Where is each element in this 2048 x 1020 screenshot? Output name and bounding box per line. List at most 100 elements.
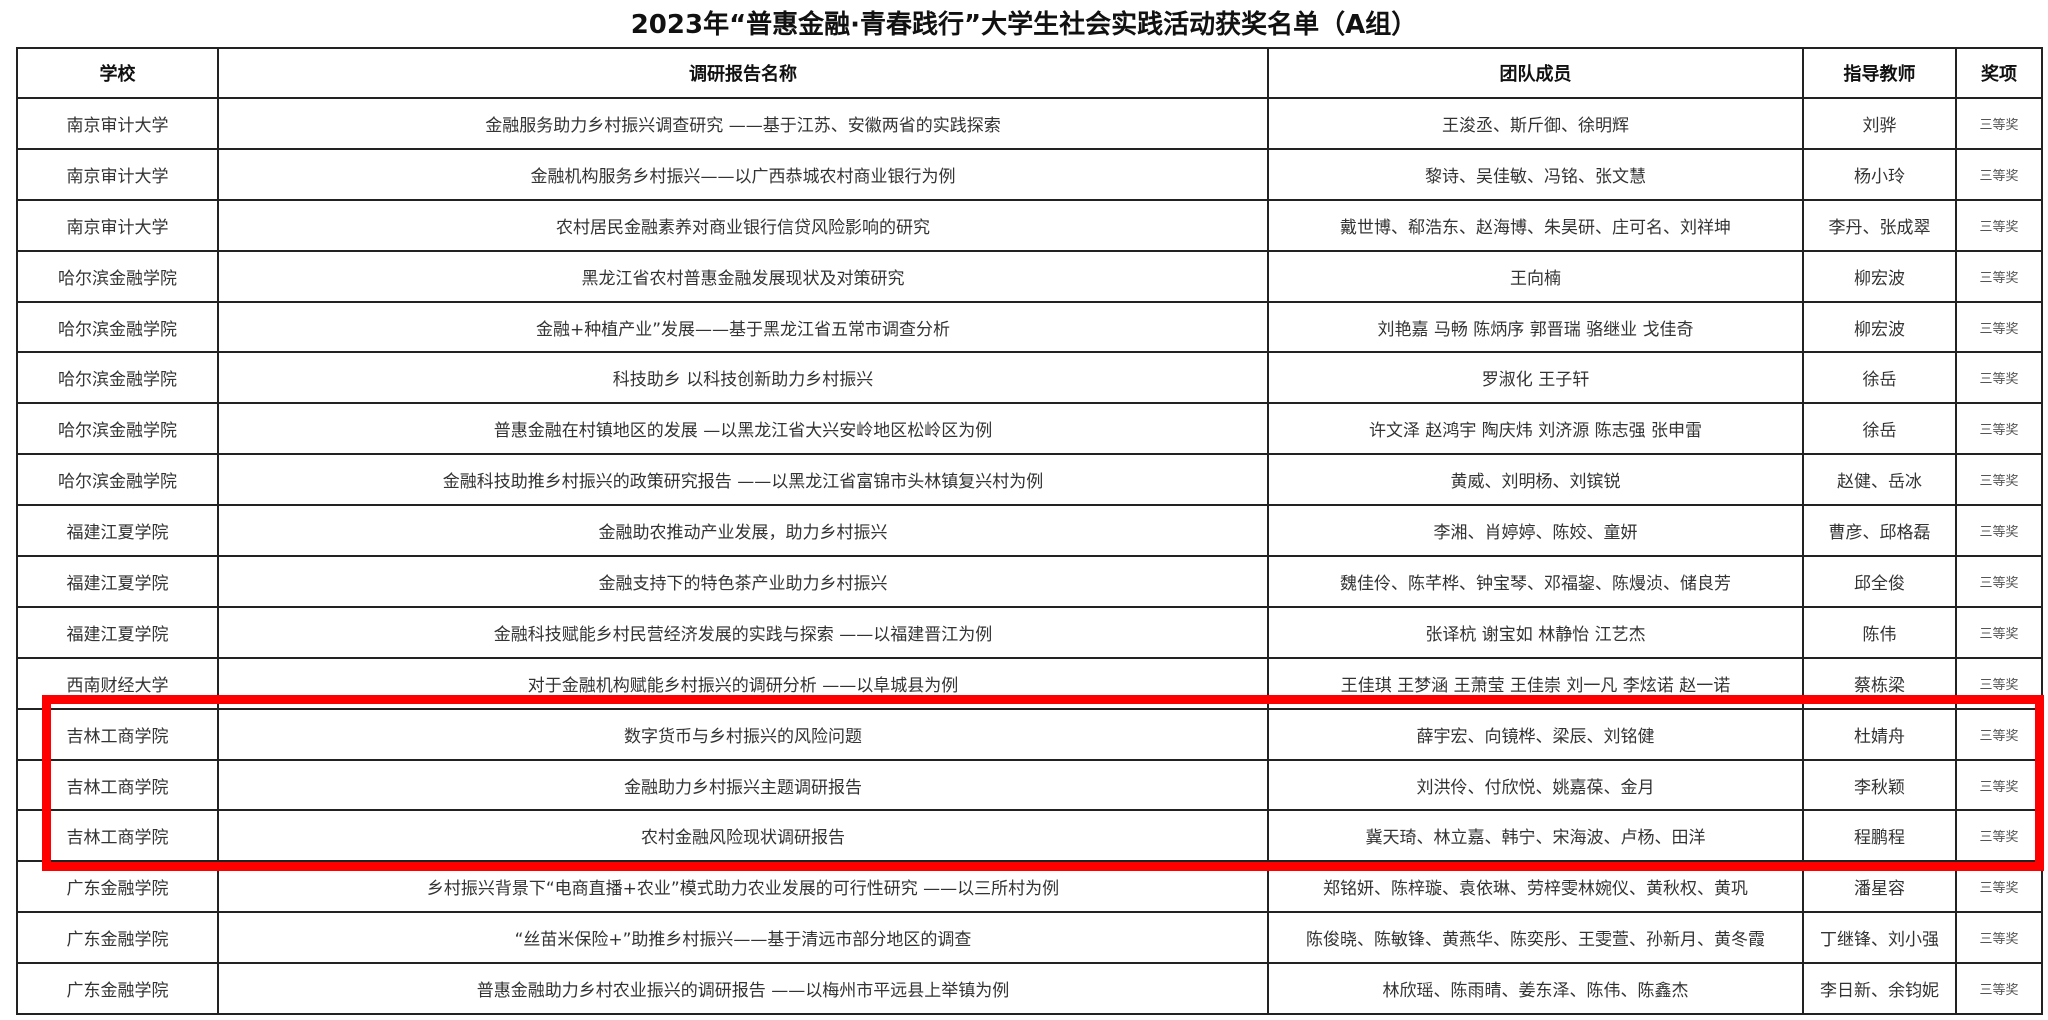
cell-award: 三等奖 bbox=[1955, 453, 2043, 507]
header-school: 学校 bbox=[16, 47, 219, 99]
cell-school: 广东金融学院 bbox=[16, 860, 219, 914]
table-row: 广东金融学院 普惠金融助力乡村农业振兴的调研报告 ——以梅州市平远县上举镇为例 林欣… bbox=[16, 962, 2043, 1016]
cell-advisor: 赵健、岳冰 bbox=[1802, 453, 1957, 507]
cell-members: 许文泽 赵鸿宇 陶庆炜 刘济源 陈志强 张申雷 bbox=[1267, 402, 1804, 456]
cell-members: 魏佳伶、陈芊桦、钟宝琴、邓福鋆、陈熳浈、储良芳 bbox=[1267, 555, 1804, 608]
cell-award: 三等奖 bbox=[1955, 758, 2043, 812]
cell-members: 陈俊晓、陈敏锋、黄燕华、陈奕彤、王雯萱、孙新月、黄冬霞 bbox=[1267, 911, 1804, 965]
cell-award: 三等奖 bbox=[1955, 860, 2043, 914]
cell-award: 三等奖 bbox=[1955, 300, 2043, 354]
awards-table: 学校 调研报告名称 团队成员 指导教师 奖项 南京审计大学 金融服务助力乡村振兴调… bbox=[16, 47, 2043, 1016]
cell-award: 三等奖 bbox=[1955, 707, 2043, 761]
cell-members: 王向楠 bbox=[1267, 249, 1804, 303]
cell-advisor: 邱全俊 bbox=[1802, 555, 1957, 608]
cell-report: 对于金融机构赋能乡村振兴的调研分析 ——以阜城县为例 bbox=[217, 656, 1269, 710]
cell-advisor: 李秋颖 bbox=[1802, 758, 1957, 812]
cell-report: 乡村振兴背景下“电商直播+农业”模式助力农业发展的可行性研究 ——以三所村为例 bbox=[217, 860, 1269, 914]
cell-report: 金融+种植产业”发展——基于黑龙江省五常市调查分析 bbox=[217, 300, 1269, 354]
cell-award: 三等奖 bbox=[1955, 911, 2043, 965]
cell-report: 金融支持下的特色茶产业助力乡村振兴 bbox=[217, 555, 1269, 608]
cell-advisor: 刘骅 bbox=[1802, 97, 1957, 150]
cell-report: 金融科技赋能乡村民营经济发展的实践与探索 ——以福建晋江为例 bbox=[217, 605, 1269, 659]
table-row: 广东金融学院 乡村振兴背景下“电商直播+农业”模式助力农业发展的可行性研究 ——以… bbox=[16, 860, 2043, 914]
cell-school: 福建江夏学院 bbox=[16, 555, 219, 608]
cell-report: 金融服务助力乡村振兴调查研究 ——基于江苏、安徽两省的实践探索 bbox=[217, 97, 1269, 150]
cell-members: 王佳琪 王梦涵 王萧莹 王佳崇 刘一凡 李炫诺 赵一诺 bbox=[1267, 656, 1804, 710]
cell-advisor: 李丹、张成翠 bbox=[1802, 198, 1957, 252]
table-row: 哈尔滨金融学院 普惠金融在村镇地区的发展 —以黑龙江省大兴安岭地区松岭区为例 许文泽… bbox=[16, 402, 2043, 456]
table-row: 南京审计大学 农村居民金融素养对商业银行信贷风险影响的研究 戴世博、郗浩东、赵海博、… bbox=[16, 198, 2043, 252]
cell-school: 广东金融学院 bbox=[16, 962, 219, 1016]
cell-members: 戴世博、郗浩东、赵海博、朱昊研、庄可名、刘祥坤 bbox=[1267, 198, 1804, 252]
header-members: 团队成员 bbox=[1267, 47, 1804, 99]
cell-advisor: 李日新、余钧妮 bbox=[1802, 962, 1957, 1016]
cell-award: 三等奖 bbox=[1955, 605, 2043, 659]
cell-school: 福建江夏学院 bbox=[16, 605, 219, 659]
page-title: 2023年“普惠金融·青春践行”大学生社会实践活动获奖名单（A组） bbox=[630, 10, 1418, 40]
cell-advisor: 柳宏波 bbox=[1802, 249, 1957, 303]
cell-school: 吉林工商学院 bbox=[16, 758, 219, 812]
cell-report: 黑龙江省农村普惠金融发展现状及对策研究 bbox=[217, 249, 1269, 303]
cell-advisor: 蔡栋梁 bbox=[1802, 656, 1957, 710]
table-row: 福建江夏学院 金融支持下的特色茶产业助力乡村振兴 魏佳伶、陈芊桦、钟宝琴、邓福鋆、陈… bbox=[16, 555, 2043, 608]
cell-award: 三等奖 bbox=[1955, 97, 2043, 150]
cell-advisor: 柳宏波 bbox=[1802, 300, 1957, 354]
cell-members: 薛宇宏、向镜桦、梁辰、刘铭健 bbox=[1267, 707, 1804, 761]
cell-school: 吉林工商学院 bbox=[16, 809, 219, 863]
cell-report: “丝苗米保险+”助推乡村振兴——基于清远市部分地区的调查 bbox=[217, 911, 1269, 965]
cell-school: 哈尔滨金融学院 bbox=[16, 453, 219, 507]
cell-school: 哈尔滨金融学院 bbox=[16, 351, 219, 405]
table-row: 南京审计大学 金融服务助力乡村振兴调查研究 ——基于江苏、安徽两省的实践探索 王浚丞… bbox=[16, 97, 2043, 150]
cell-report: 科技助乡 以科技创新助力乡村振兴 bbox=[217, 351, 1269, 405]
header-advisor: 指导教师 bbox=[1802, 47, 1957, 99]
cell-school: 吉林工商学院 bbox=[16, 707, 219, 761]
cell-advisor: 程鹏程 bbox=[1802, 809, 1957, 863]
table-row: 吉林工商学院 金融助力乡村振兴主题调研报告 刘洪伶、付欣悦、姚嘉葆、金月 李秋颖 三等奖 bbox=[16, 758, 2043, 812]
table-row: 广东金融学院 “丝苗米保险+”助推乡村振兴——基于清远市部分地区的调查 陈俊晓、陈敏… bbox=[16, 911, 2043, 965]
cell-school: 哈尔滨金融学院 bbox=[16, 300, 219, 354]
cell-members: 李湘、肖婷婷、陈姣、童妍 bbox=[1267, 504, 1804, 558]
table-row: 西南财经大学 对于金融机构赋能乡村振兴的调研分析 ——以阜城县为例 王佳琪 王梦涵 … bbox=[16, 656, 2043, 710]
table-row: 福建江夏学院 金融助农推动产业发展，助力乡村振兴 李湘、肖婷婷、陈姣、童妍 曹彦、邱格… bbox=[16, 504, 2043, 558]
cell-advisor: 杨小玲 bbox=[1802, 147, 1957, 201]
header-report: 调研报告名称 bbox=[217, 47, 1269, 99]
table-row: 福建江夏学院 金融科技赋能乡村民营经济发展的实践与探索 ——以福建晋江为例 张译杭 … bbox=[16, 605, 2043, 659]
cell-school: 广东金融学院 bbox=[16, 911, 219, 965]
cell-school: 南京审计大学 bbox=[16, 198, 219, 252]
cell-members: 黄威、刘明杨、刘镔锐 bbox=[1267, 453, 1804, 507]
cell-award: 三等奖 bbox=[1955, 402, 2043, 456]
cell-members: 罗淑化 王子轩 bbox=[1267, 351, 1804, 405]
cell-members: 刘艳嘉 马畅 陈炳序 郭晋瑞 骆继业 戈佳奇 bbox=[1267, 300, 1804, 354]
cell-school: 福建江夏学院 bbox=[16, 504, 219, 558]
cell-award: 三等奖 bbox=[1955, 351, 2043, 405]
cell-advisor: 丁继锋、刘小强 bbox=[1802, 911, 1957, 965]
cell-report: 金融助力乡村振兴主题调研报告 bbox=[217, 758, 1269, 812]
cell-award: 三等奖 bbox=[1955, 962, 2043, 1016]
cell-school: 西南财经大学 bbox=[16, 656, 219, 710]
cell-members: 刘洪伶、付欣悦、姚嘉葆、金月 bbox=[1267, 758, 1804, 812]
cell-award: 三等奖 bbox=[1955, 504, 2043, 558]
cell-members: 张译杭 谢宝如 林静怡 江艺杰 bbox=[1267, 605, 1804, 659]
table-row: 吉林工商学院 数字货币与乡村振兴的风险问题 薛宇宏、向镜桦、梁辰、刘铭健 杜婧舟 三等奖 bbox=[16, 707, 2043, 761]
table-header-row: 学校 调研报告名称 团队成员 指导教师 奖项 bbox=[16, 47, 2043, 99]
cell-members: 冀天琦、林立嘉、韩宁、宋海波、卢杨、田洋 bbox=[1267, 809, 1804, 863]
cell-report: 金融科技助推乡村振兴的政策研究报告 ——以黑龙江省富锦市头林镇复兴村为例 bbox=[217, 453, 1269, 507]
cell-school: 南京审计大学 bbox=[16, 97, 219, 150]
cell-award: 三等奖 bbox=[1955, 249, 2043, 303]
cell-report: 农村居民金融素养对商业银行信贷风险影响的研究 bbox=[217, 198, 1269, 252]
cell-report: 金融机构服务乡村振兴——以广西恭城农村商业银行为例 bbox=[217, 147, 1269, 201]
cell-award: 三等奖 bbox=[1955, 555, 2043, 608]
table-row: 哈尔滨金融学院 黑龙江省农村普惠金融发展现状及对策研究 王向楠 柳宏波 三等奖 bbox=[16, 249, 2043, 303]
cell-report: 金融助农推动产业发展，助力乡村振兴 bbox=[217, 504, 1269, 558]
cell-advisor: 曹彦、邱格磊 bbox=[1802, 504, 1957, 558]
cell-members: 林欣瑶、陈雨晴、姜东泽、陈伟、陈鑫杰 bbox=[1267, 962, 1804, 1016]
cell-advisor: 陈伟 bbox=[1802, 605, 1957, 659]
header-award: 奖项 bbox=[1955, 47, 2043, 99]
cell-school: 哈尔滨金融学院 bbox=[16, 249, 219, 303]
table-row: 哈尔滨金融学院 金融科技助推乡村振兴的政策研究报告 ——以黑龙江省富锦市头林镇复兴… bbox=[16, 453, 2043, 507]
cell-advisor: 徐岳 bbox=[1802, 351, 1957, 405]
cell-advisor: 杜婧舟 bbox=[1802, 707, 1957, 761]
cell-members: 黎诗、吴佳敏、冯铭、张文慧 bbox=[1267, 147, 1804, 201]
table-row: 哈尔滨金融学院 金融+种植产业”发展——基于黑龙江省五常市调查分析 刘艳嘉 马畅 陈… bbox=[16, 300, 2043, 354]
cell-school: 哈尔滨金融学院 bbox=[16, 402, 219, 456]
